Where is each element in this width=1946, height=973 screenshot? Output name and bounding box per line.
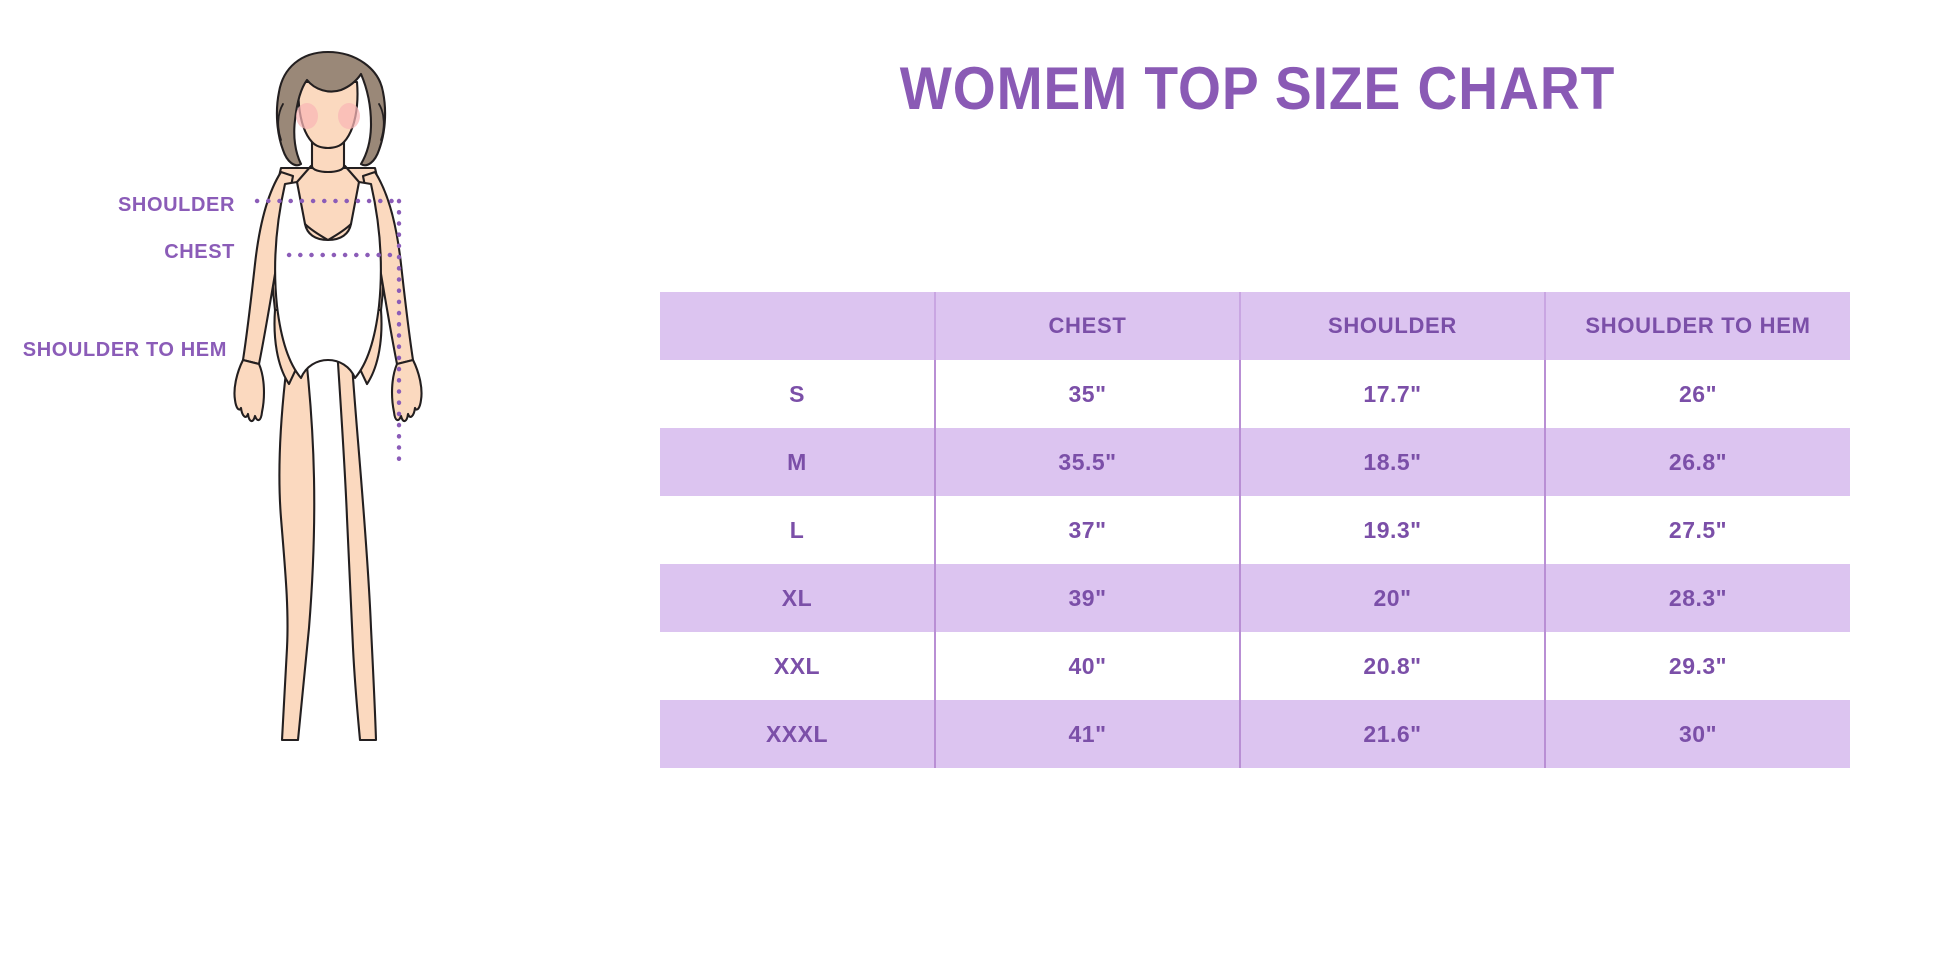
cell-size: XXL (660, 632, 935, 700)
label-shoulder: SHOULDER (117, 194, 235, 216)
right-leg (335, 346, 378, 742)
table-header-row: CHEST SHOULDER SHOULDER TO HEM (660, 292, 1850, 360)
cell-chest: 41" (934, 700, 1240, 768)
table-row: L 37" 19.3" 27.5" (660, 496, 1850, 564)
hair-curl-right (378, 103, 385, 141)
cell-chest: 35.5" (934, 428, 1240, 496)
cell-shoulder: 21.6" (1239, 700, 1545, 768)
cell-chest: 35" (934, 360, 1240, 428)
table-row: XXL 40" 20.8" 29.3" (660, 632, 1850, 700)
cell-size: XXXL (660, 700, 935, 768)
table-row: XXXL 41" 21.6" 30" (660, 700, 1850, 768)
label-chest: CHEST (164, 241, 235, 263)
table-row: S 35" 17.7" 26" (660, 360, 1850, 428)
hair-curl-left (277, 103, 284, 141)
cell-size: M (660, 428, 935, 496)
hair (275, 50, 387, 167)
left-strap (295, 164, 313, 184)
size-chart-table: CHEST SHOULDER SHOULDER TO HEM S 35" 17.… (660, 292, 1850, 768)
cell-shoulder-to-hem: 27.5" (1544, 496, 1850, 564)
right-strap (343, 164, 361, 184)
cell-shoulder-to-hem: 28.3" (1544, 564, 1850, 632)
figure-illustration-panel: SHOULDER CHEST SHOULDER TO HEM (0, 0, 660, 973)
page-title: WOMEM TOP SIZE CHART (899, 55, 1616, 122)
cell-shoulder-to-hem: 26.8" (1544, 428, 1850, 496)
table-row: XL 39" 20" 28.3" (660, 564, 1850, 632)
cell-shoulder-to-hem: 26" (1544, 360, 1850, 428)
cell-shoulder-to-hem: 30" (1544, 700, 1850, 768)
column-header-shoulder: SHOULDER (1239, 292, 1545, 360)
table-row: M 35.5" 18.5" 26.8" (660, 428, 1850, 496)
column-header-shoulder-to-hem: SHOULDER TO HEM (1544, 292, 1850, 360)
cell-shoulder: 20" (1239, 564, 1545, 632)
left-blush (296, 103, 318, 129)
column-header-chest: CHEST (934, 292, 1240, 360)
cell-shoulder: 19.3" (1239, 496, 1545, 564)
cell-chest: 39" (934, 564, 1240, 632)
neckline (303, 222, 353, 242)
cell-shoulder: 17.7" (1239, 360, 1545, 428)
bodysuit (274, 180, 382, 380)
cell-shoulder: 18.5" (1239, 428, 1545, 496)
left-hand (233, 358, 266, 423)
table-body: S 35" 17.7" 26" M 35.5" 18.5" 26.8" L 37… (660, 360, 1850, 768)
cell-size: XL (660, 564, 935, 632)
cell-shoulder-to-hem: 29.3" (1544, 632, 1850, 700)
cell-chest: 40" (934, 632, 1240, 700)
label-shoulder-to-hem: SHOULDER TO HEM (22, 339, 227, 361)
cell-chest: 37" (934, 496, 1240, 564)
right-hand (390, 358, 423, 423)
cell-size: S (660, 360, 935, 428)
cell-size: L (660, 496, 935, 564)
table-header: CHEST SHOULDER SHOULDER TO HEM (660, 292, 1850, 360)
right-blush (338, 103, 360, 129)
female-body-illustration (233, 50, 423, 742)
cell-shoulder: 20.8" (1239, 632, 1545, 700)
column-header-size (660, 292, 935, 360)
left-leg (278, 346, 316, 742)
